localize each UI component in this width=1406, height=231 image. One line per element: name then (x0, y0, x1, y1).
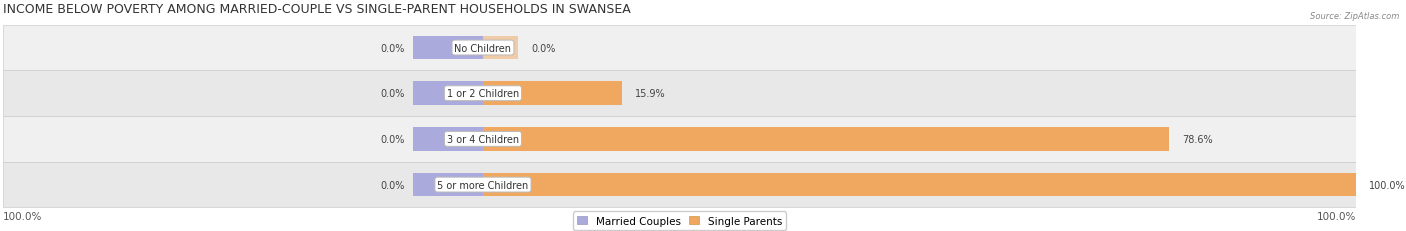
Text: 0.0%: 0.0% (380, 180, 405, 190)
Bar (484, 128, 1170, 151)
Text: 1 or 2 Children: 1 or 2 Children (447, 89, 519, 99)
Text: 78.6%: 78.6% (1182, 134, 1213, 144)
Text: 15.9%: 15.9% (636, 89, 665, 99)
Text: 0.0%: 0.0% (380, 43, 405, 53)
Bar (413, 173, 484, 197)
Legend: Married Couples, Single Parents: Married Couples, Single Parents (572, 212, 786, 230)
Bar (484, 173, 1355, 197)
Text: 100.0%: 100.0% (1369, 180, 1406, 190)
Bar (413, 128, 484, 151)
Bar (3, 26, 1355, 71)
Bar (3, 71, 1355, 117)
Bar (3, 117, 1355, 162)
Text: 0.0%: 0.0% (380, 89, 405, 99)
Bar (413, 82, 484, 106)
Bar (413, 36, 484, 60)
Text: 3 or 4 Children: 3 or 4 Children (447, 134, 519, 144)
Text: 0.0%: 0.0% (380, 134, 405, 144)
Bar (484, 36, 517, 60)
Text: 5 or more Children: 5 or more Children (437, 180, 529, 190)
Text: 100.0%: 100.0% (3, 211, 42, 221)
Text: Source: ZipAtlas.com: Source: ZipAtlas.com (1309, 12, 1399, 21)
Text: No Children: No Children (454, 43, 512, 53)
Bar (484, 82, 621, 106)
Text: 0.0%: 0.0% (531, 43, 555, 53)
Text: INCOME BELOW POVERTY AMONG MARRIED-COUPLE VS SINGLE-PARENT HOUSEHOLDS IN SWANSEA: INCOME BELOW POVERTY AMONG MARRIED-COUPL… (3, 3, 630, 16)
Bar (3, 162, 1355, 207)
Text: 100.0%: 100.0% (1316, 211, 1355, 221)
